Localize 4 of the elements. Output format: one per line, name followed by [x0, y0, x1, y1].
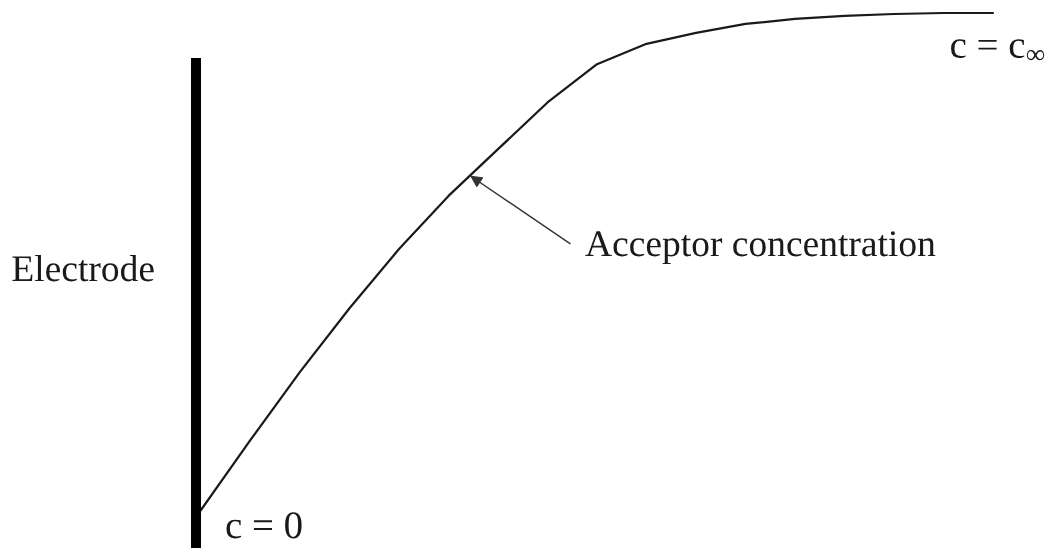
text: Electrode: [12, 255, 154, 282]
text: c = 0: [226, 512, 302, 539]
annotation: Acceptor concentration: [585, 231, 936, 264]
annotation: c = c$_{∞}$: [951, 39, 1045, 61]
